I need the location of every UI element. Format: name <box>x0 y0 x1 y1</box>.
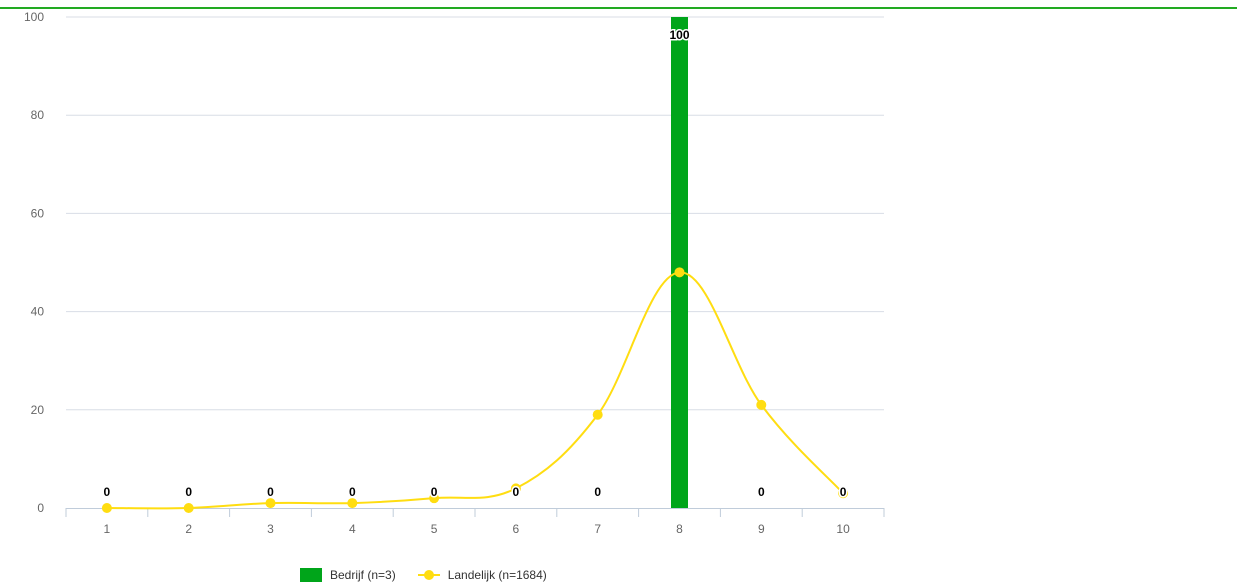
legend-item-landelijk[interactable]: Landelijk (n=1684) <box>417 568 547 582</box>
point-landelijk[interactable] <box>265 498 276 509</box>
bar-data-label: 0 <box>104 485 111 499</box>
legend-label-bedrijf: Bedrijf (n=3) <box>330 568 396 582</box>
point-landelijk[interactable] <box>429 493 440 504</box>
point-landelijk[interactable] <box>592 409 603 420</box>
legend-label-landelijk: Landelijk (n=1684) <box>447 568 547 582</box>
legend-swatch-line <box>417 568 440 582</box>
x-tick-label: 1 <box>104 522 111 536</box>
x-tick-label: 9 <box>758 522 765 536</box>
point-landelijk[interactable] <box>674 267 685 278</box>
legend-item-bedrijf[interactable]: Bedrijf (n=3) <box>300 568 396 582</box>
x-tick-label: 8 <box>676 522 683 536</box>
point-landelijk[interactable] <box>510 483 521 494</box>
y-tick-label: 40 <box>31 305 45 319</box>
x-tick-label: 10 <box>836 522 850 536</box>
chart-legend: Bedrijf (n=3) Landelijk (n=1684) <box>300 567 569 583</box>
bar-data-label: 0 <box>594 485 601 499</box>
y-tick-label: 20 <box>31 403 45 417</box>
x-tick-label: 6 <box>513 522 520 536</box>
point-landelijk[interactable] <box>838 488 849 499</box>
y-tick-label: 80 <box>31 108 45 122</box>
bar-data-label: 0 <box>758 485 765 499</box>
point-landelijk[interactable] <box>183 503 194 513</box>
bar-data-label: 0 <box>349 485 356 499</box>
legend-line-marker <box>423 570 434 580</box>
point-landelijk[interactable] <box>101 503 112 513</box>
line-landelijk <box>106 271 844 510</box>
bar-data-label: 100 <box>669 28 689 42</box>
bar-data-label: 0 <box>267 485 274 499</box>
y-tick-label: 100 <box>24 10 44 24</box>
top-divider-line <box>0 7 1237 9</box>
point-landelijk[interactable] <box>756 399 767 410</box>
x-tick-label: 2 <box>185 522 192 536</box>
x-tick-label: 4 <box>349 522 356 536</box>
bar-data-label: 0 <box>840 485 847 499</box>
legend-swatch-bar <box>300 568 322 582</box>
bar-data-label: 0 <box>185 485 192 499</box>
bar-data-label: 0 <box>431 485 438 499</box>
point-landelijk[interactable] <box>347 498 358 509</box>
y-tick-label: 0 <box>37 501 44 515</box>
y-tick-label: 60 <box>31 206 45 220</box>
x-tick-label: 5 <box>431 522 438 536</box>
bar-data-label: 0 <box>513 485 520 499</box>
x-tick-label: 7 <box>594 522 601 536</box>
bar-bedrijf[interactable] <box>671 17 688 508</box>
x-tick-label: 3 <box>267 522 274 536</box>
